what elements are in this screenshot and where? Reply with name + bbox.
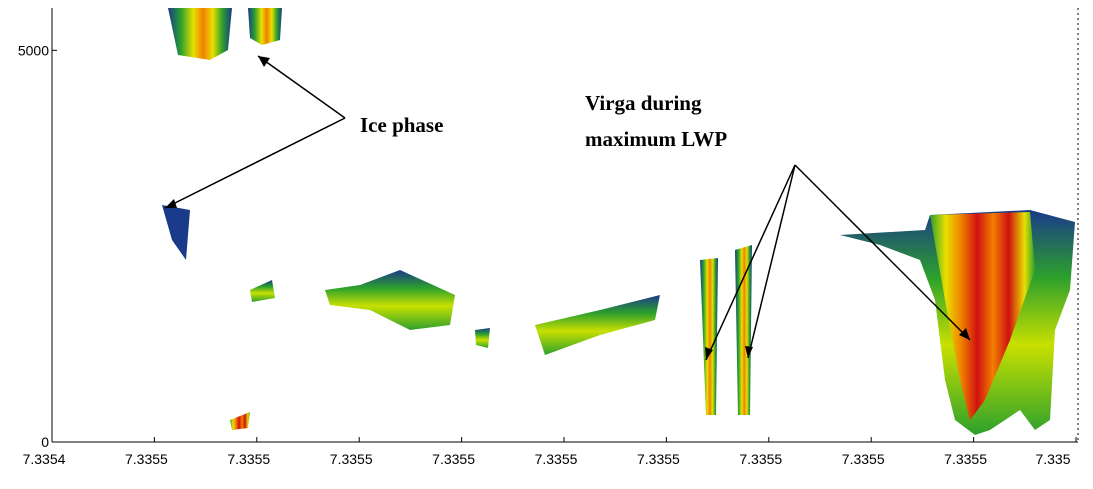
y-tick-label: 0	[41, 434, 49, 450]
annotation: Virga during	[585, 91, 702, 115]
x-tick-label: 7.3355	[944, 451, 987, 467]
echo	[168, 8, 232, 60]
arrowhead	[258, 56, 270, 67]
x-tick-label: 7.3354	[23, 451, 66, 467]
arrow	[794, 164, 971, 341]
x-tick-label: 7.3355	[637, 451, 680, 467]
arrow	[257, 55, 346, 119]
axes	[51, 8, 1079, 443]
arrow	[164, 117, 346, 209]
x-tick-label: 7.335	[1035, 451, 1070, 467]
echo	[162, 205, 190, 260]
echo	[230, 412, 250, 430]
x-tick-label: 7.3355	[330, 451, 373, 467]
arrowhead	[705, 347, 713, 360]
echo	[735, 245, 752, 415]
annotation: maximum LWP	[585, 127, 727, 151]
arrowhead	[745, 346, 753, 358]
arrow	[705, 164, 796, 361]
echo	[475, 328, 490, 348]
arrow	[747, 164, 796, 359]
x-tick-label: 7.3355	[535, 451, 578, 467]
arrowheads	[165, 56, 970, 360]
x-tick-label: 7.3355	[842, 451, 885, 467]
y-tick-label: 5000	[18, 42, 49, 58]
x-tick-label: 7.3355	[125, 451, 168, 467]
radar-echoes	[162, 8, 1075, 435]
echo-core	[930, 212, 1035, 420]
annotation: Ice phase	[360, 113, 443, 137]
x-tick-label: 7.3355	[227, 451, 270, 467]
x-tick-label: 7.3355	[432, 451, 475, 467]
x-tick-label: 7.3355	[739, 451, 782, 467]
arrowhead	[959, 328, 970, 340]
echo	[248, 8, 282, 45]
arrowhead	[165, 199, 177, 208]
echo	[250, 280, 275, 302]
echo	[325, 270, 455, 330]
echo	[535, 295, 660, 355]
arrows	[164, 55, 971, 361]
echo	[700, 258, 718, 415]
